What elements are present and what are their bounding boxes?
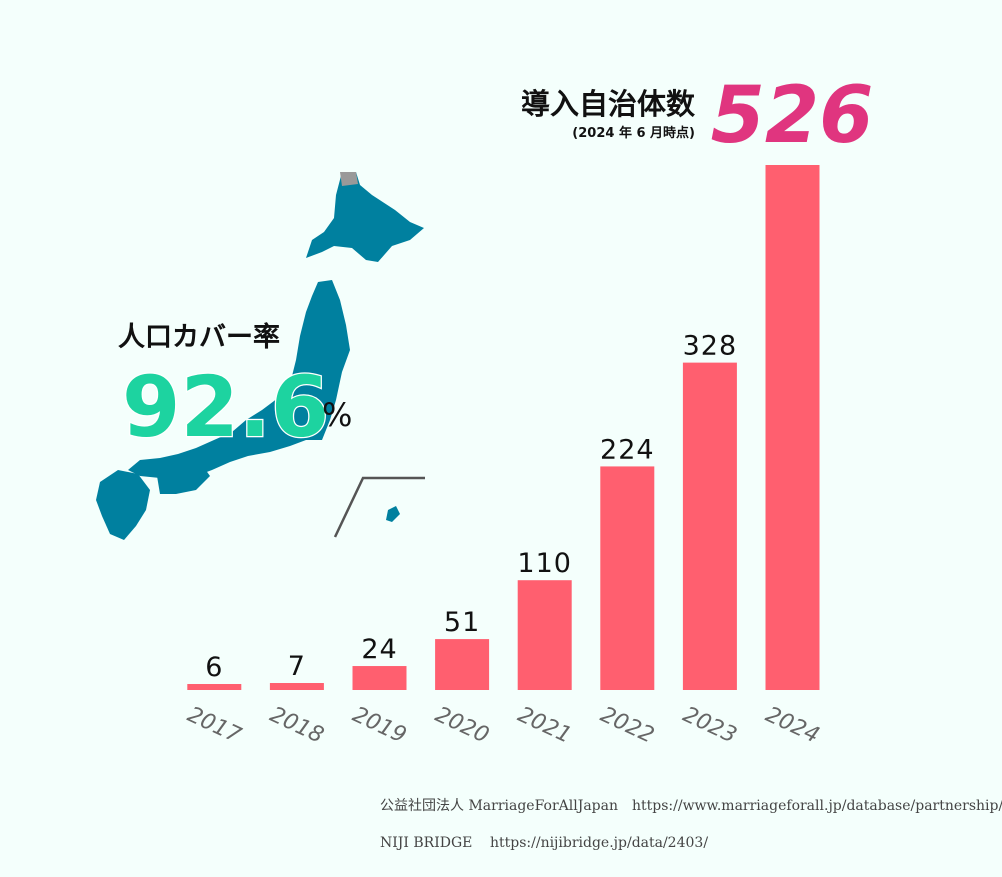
bar [765, 165, 820, 690]
data-label: 110 [517, 548, 572, 579]
bar [187, 684, 242, 690]
bar [600, 466, 655, 690]
bar [435, 639, 490, 690]
japan-map [96, 172, 424, 540]
coverage-unit: % [322, 396, 352, 434]
subtitle: (2024 年 6 月時点) [572, 125, 695, 141]
data-label: 328 [683, 331, 738, 362]
data-label: 6 [205, 652, 223, 683]
source-name: NIJI BRIDGE [380, 835, 472, 851]
okinawa-inset-frame [333, 476, 425, 538]
coverage-label: 人口カバー率 [118, 321, 280, 353]
bar [269, 683, 324, 690]
data-label: 51 [444, 607, 480, 638]
title: 導入自治体数 [521, 87, 696, 121]
data-label: 24 [361, 634, 397, 665]
coverage-value: 92.6 [122, 358, 329, 456]
data-label: 224 [600, 434, 655, 465]
data-label: 7 [288, 651, 306, 682]
bar [517, 580, 572, 690]
bar [682, 362, 737, 690]
source-url: https://nijibridge.jp/data/2403/ [490, 835, 708, 851]
source-url: https://www.marriageforall.jp/database/p… [632, 798, 1002, 814]
bar [352, 666, 407, 690]
source-name: 公益社団法人 MarriageForAllJapan [380, 798, 618, 814]
headline-number: 526 [711, 71, 874, 161]
